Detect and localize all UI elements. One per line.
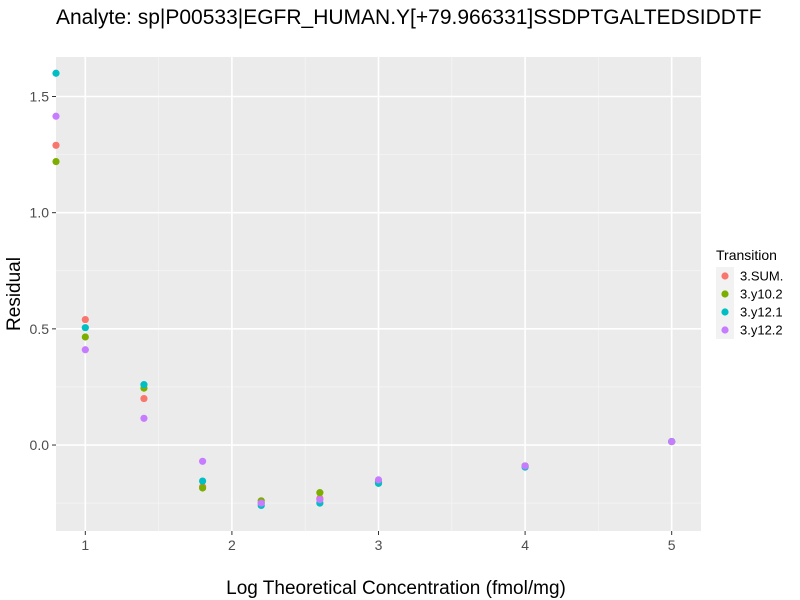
data-point [81,315,89,324]
data-point [316,496,324,504]
legend-item-label: 3.y12.1 [740,305,783,320]
legend-key-marker [721,326,729,334]
data-point [374,476,383,484]
y-tick-label: 1.5 [30,89,50,105]
x-axis-ticks: 1 2 3 4 5 [81,531,676,553]
data-point [316,489,324,497]
data-point [81,346,89,354]
data-point [257,499,265,507]
legend: Transition 3.SUM. 3.y10.2 3.y12.1 3.y12.2 [716,247,783,339]
major-gridlines [56,57,701,531]
data-point [81,333,89,341]
data-point [198,477,207,485]
data-point [198,457,207,465]
data-point [198,484,207,492]
data-point [140,414,148,422]
data-point [140,381,148,389]
legend-item-label: 3.y12.2 [740,323,783,338]
legend-key-marker [721,272,729,280]
x-tick-label: 4 [521,537,529,553]
data-point [140,394,148,403]
x-tick-label: 3 [375,537,383,553]
data-point [81,324,89,332]
legend-item-label: 3.SUM. [740,269,783,284]
legend-key-marker [721,290,729,298]
x-tick-label: 5 [668,537,676,553]
x-tick-label: 2 [228,537,236,553]
data-points [52,69,676,510]
y-tick-label: 0.5 [30,321,50,337]
x-axis-title: Log Theoretical Concentration (fmol/mg) [226,578,566,599]
y-tick-label: 1.0 [30,205,50,221]
legend-title: Transition [716,247,777,263]
legend-key-marker [721,308,729,316]
data-point [52,157,60,166]
y-axis-title: Residual [4,257,25,331]
data-point [52,141,60,149]
data-point [521,462,529,470]
data-point [52,69,60,77]
y-axis-ticks: 0.0 0.5 1.0 1.5 [30,89,56,453]
chart-title: Analyte: sp|P00533|EGFR_HUMAN.Y[+79.9663… [56,6,762,29]
legend-item-label: 3.y10.2 [740,287,783,302]
data-point [52,112,60,120]
x-tick-label: 1 [81,537,89,553]
data-point [668,437,676,446]
y-tick-label: 0.0 [30,437,50,453]
